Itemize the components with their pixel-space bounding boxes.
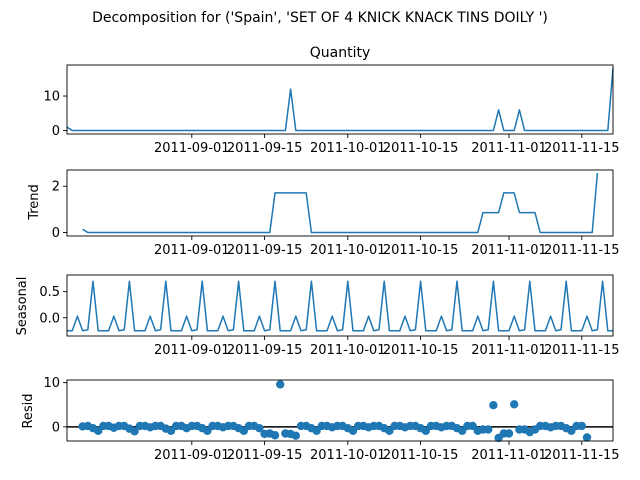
- seasonal-xtick-label-4: 2011-11-01: [471, 343, 547, 358]
- trend-series-line: [82, 172, 599, 234]
- resid-point-41: [291, 431, 300, 440]
- observed-xtick-label-3: 2011-10-15: [383, 141, 459, 156]
- resid-point-34: [255, 423, 264, 433]
- seasonal-ytick-label-0: 0.0: [39, 311, 60, 326]
- seasonal-xtick-label-5: 2011-11-15: [544, 343, 620, 358]
- seasonal-ytick-label-1: 0.5: [39, 285, 60, 300]
- trend-xtick-label-3: 2011-10-15: [383, 243, 459, 258]
- seasonal-xtick-label-3: 2011-10-15: [383, 343, 459, 358]
- trend-xtick-label-1: 2011-09-15: [227, 243, 303, 258]
- resid-xtick-label-5: 2011-11-15: [544, 448, 620, 463]
- resid-point-37: [270, 431, 280, 440]
- observed-title: Quantity: [310, 45, 371, 61]
- resid-point-38: [276, 380, 285, 389]
- trend-axes-frame: [66, 169, 614, 237]
- observed-ytick-label-1: 10: [43, 90, 60, 105]
- trend-ylabel: Trend: [27, 184, 42, 221]
- resid-point-78: [484, 425, 493, 434]
- resid-xtick-label-2: 2011-10-01: [310, 448, 386, 463]
- seasonal-xtick-label-0: 2011-09-01: [154, 343, 230, 358]
- observed-xtick-label-5: 2011-11-15: [544, 141, 620, 156]
- resid-xtick-label-1: 2011-09-15: [227, 448, 303, 463]
- resid-point-96: [577, 421, 586, 431]
- observed-xtick-label-2: 2011-10-01: [310, 141, 386, 156]
- observed-axes-frame: [66, 64, 614, 135]
- resid-point-82: [504, 429, 514, 438]
- resid-xtick-label-4: 2011-11-01: [471, 448, 547, 463]
- trend-ytick-label-1: 2: [52, 180, 60, 195]
- trend-ytick-label-0: 0: [52, 226, 60, 241]
- resid-point-10: [130, 427, 139, 436]
- resid-ylabel: Resid: [21, 393, 36, 428]
- observed-xtick-label-1: 2011-09-15: [227, 141, 303, 156]
- seasonal-xtick-label-2: 2011-10-01: [310, 343, 386, 358]
- resid-point-83: [510, 400, 519, 409]
- observed-ytick-label-0: 0: [52, 124, 60, 139]
- resid-xtick-label-3: 2011-10-15: [383, 448, 459, 463]
- seasonal-axes-frame: [66, 274, 614, 337]
- trend-xtick-label-2: 2011-10-01: [310, 243, 386, 258]
- seasonal-ylabel: Seasonal: [15, 277, 30, 336]
- resid-ytick-label-0: 0: [52, 420, 60, 435]
- resid-point-97: [582, 433, 592, 442]
- resid-point-79: [489, 401, 498, 410]
- resid-axes-frame: [66, 379, 614, 442]
- trend-xtick-label-0: 2011-09-01: [154, 243, 230, 258]
- observed-xtick-label-4: 2011-11-01: [471, 141, 547, 156]
- resid-xtick-label-0: 2011-09-01: [154, 448, 230, 463]
- trend-xtick-label-4: 2011-11-01: [471, 243, 547, 258]
- observed-xtick-label-0: 2011-09-01: [154, 141, 230, 156]
- observed-series-line: [66, 68, 614, 132]
- seasonal-series-line: [67, 280, 613, 332]
- trend-xtick-label-5: 2011-11-15: [544, 243, 620, 258]
- seasonal-xtick-label-1: 2011-09-15: [227, 343, 303, 358]
- resid-ytick-label-1: 10: [43, 376, 60, 391]
- figure-suptitle: Decomposition for ('Spain', 'SET OF 4 KN…: [92, 10, 548, 26]
